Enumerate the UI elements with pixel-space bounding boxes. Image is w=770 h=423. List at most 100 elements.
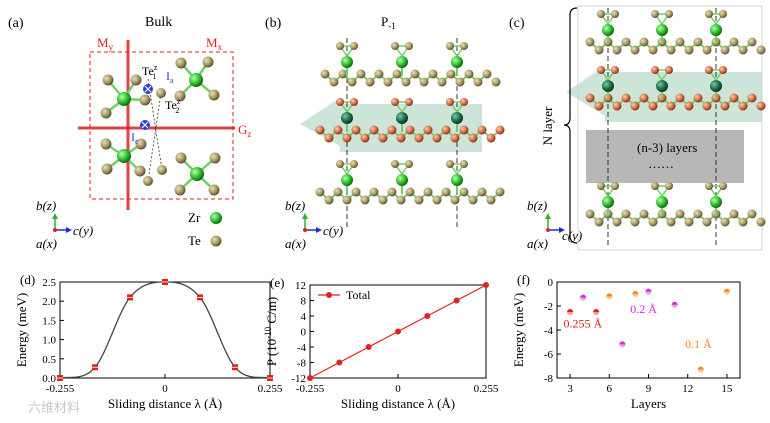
x-tick-label: -0.255 <box>296 383 325 395</box>
te-atom <box>432 195 442 205</box>
polarization-point <box>483 282 489 288</box>
zr-atom <box>710 196 722 208</box>
x-tick-label: 12 <box>682 383 693 395</box>
te-atom <box>437 77 447 87</box>
te-atom <box>684 45 694 55</box>
axis-b-label-c: b(z) <box>527 198 547 213</box>
te-atom <box>336 42 344 50</box>
bond <box>653 185 671 198</box>
te-atom <box>720 45 730 55</box>
te-atom <box>342 195 352 205</box>
te-atom <box>720 101 730 111</box>
te-atom <box>320 69 330 79</box>
layers-point-half <box>697 369 704 373</box>
te-atom <box>630 45 640 55</box>
zr-atom <box>710 80 722 92</box>
te-atom <box>747 93 757 103</box>
te-atom <box>468 195 478 205</box>
te-atom <box>378 195 388 205</box>
te-atom <box>460 42 468 50</box>
panel-label: (d) <box>20 272 35 287</box>
te-atom <box>597 182 605 190</box>
te-atom <box>666 217 676 227</box>
series-label: 0.1 Å <box>685 337 712 351</box>
panel-c: (c) (n-3) layers …… N layer b(z) c(y) a(… <box>509 5 766 251</box>
te-atom <box>369 187 379 197</box>
polarization-point <box>395 328 401 335</box>
y-tick-label: -8 <box>297 358 307 370</box>
y-tick-label: 8 <box>301 296 307 308</box>
te-atom <box>705 66 713 74</box>
zr-atom <box>341 56 353 68</box>
te-atom <box>460 160 468 168</box>
te-atom <box>477 187 487 197</box>
x-tick-label: 0.255 <box>258 383 283 395</box>
te-atom <box>329 77 339 87</box>
te-atom <box>651 66 659 74</box>
te-atom <box>464 69 474 79</box>
te-atom <box>324 133 334 143</box>
zr-atom <box>396 174 408 186</box>
te-atom <box>423 125 433 135</box>
axes-glyph-a: b(z) c(y) a(x) <box>36 198 93 251</box>
te-atom <box>365 77 375 87</box>
te-atom <box>486 195 496 205</box>
bond <box>599 69 617 82</box>
panel-a-label: (a) <box>8 16 24 31</box>
te-atom <box>477 125 487 135</box>
te-atom <box>378 133 388 143</box>
te-atom <box>414 133 424 143</box>
layers-point-half <box>645 291 652 295</box>
bond <box>338 163 356 176</box>
y-axis-label-end: C/m) <box>264 297 279 327</box>
y-tick-label: -4 <box>297 342 307 354</box>
bond <box>599 185 617 198</box>
te-atom <box>756 101 766 111</box>
bond <box>653 69 671 82</box>
te-atom <box>351 187 361 197</box>
series-label: 0.2 Å <box>630 302 657 316</box>
te-atom <box>729 37 739 47</box>
x-tick-label: -0.255 <box>46 383 75 395</box>
te-atom <box>356 69 366 79</box>
te-atom <box>719 66 727 74</box>
bulk-zr-atoms <box>117 73 204 181</box>
ie-label: Ie <box>131 130 139 146</box>
te-atom <box>387 187 397 197</box>
te-atom <box>432 133 442 143</box>
legend-te-marker <box>210 235 222 247</box>
zr-atom <box>656 196 668 208</box>
te-atom <box>410 69 420 79</box>
bond <box>338 101 356 114</box>
x-tick-label: 0 <box>395 383 401 395</box>
te-atom <box>387 125 397 135</box>
te-atom <box>350 42 358 50</box>
y-tick-label: 12 <box>295 280 306 292</box>
te-atom <box>651 182 659 190</box>
te-atom <box>441 125 451 135</box>
te-atom <box>374 69 384 79</box>
inversion-center-ia <box>143 84 153 94</box>
y-axis-label: P (10-10 C/m) <box>263 297 279 366</box>
bond <box>653 13 671 26</box>
te-atom <box>459 187 469 197</box>
bond <box>393 101 411 114</box>
te-atom <box>405 187 415 197</box>
chart-f: (f) Layers Energy (meV) 3 6 9 12 15 0 -2 -4 -6 -8 0.2… <box>511 272 741 411</box>
zr-atom <box>602 80 614 92</box>
te-atom <box>446 160 454 168</box>
te-atom <box>612 217 622 227</box>
axis-c-label-b: c(y) <box>323 223 343 238</box>
te-atom <box>648 217 658 227</box>
te-atom <box>459 125 469 135</box>
y-axis-label: Energy (meV) <box>14 293 29 367</box>
unit-cell-box <box>89 51 234 200</box>
te-atom <box>336 160 344 168</box>
te-atom <box>702 217 712 227</box>
legend-total-label: Total <box>346 288 371 302</box>
polarization-point <box>424 313 431 319</box>
x-axis-label: Sliding distance λ (Å) <box>341 396 455 411</box>
chart-d: (d) Sliding distance λ (Å) Energy (meV) -0.… <box>14 272 283 411</box>
gz-label: Gz <box>238 122 251 139</box>
legend-zr-marker <box>210 212 222 224</box>
